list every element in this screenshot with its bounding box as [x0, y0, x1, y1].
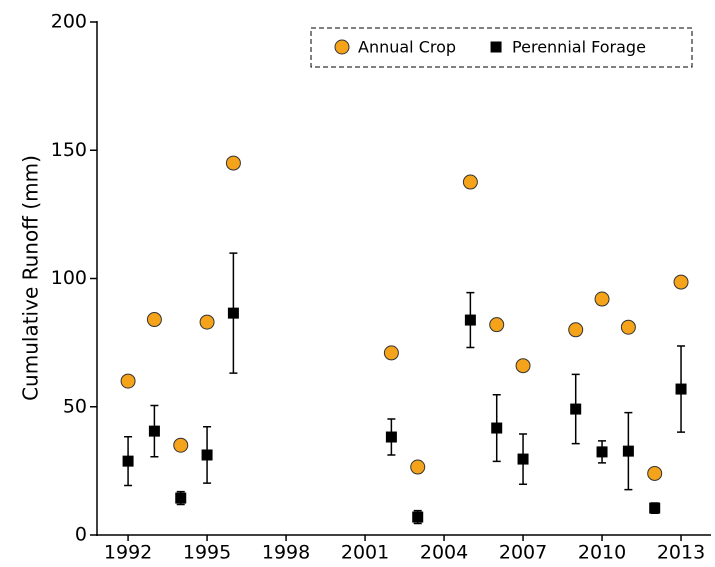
x-tick-label: 2004 — [420, 542, 468, 564]
x-tick-label: 1998 — [262, 542, 310, 564]
point — [596, 446, 608, 458]
point — [620, 319, 636, 335]
point — [225, 155, 241, 171]
x-tick-label: 2001 — [341, 542, 389, 564]
point — [647, 465, 663, 481]
legend-label: Perennial Forage — [512, 38, 646, 57]
x-tick-label: 1995 — [183, 542, 231, 564]
legend-marker — [490, 41, 502, 53]
point — [201, 449, 213, 461]
point — [410, 459, 426, 475]
point — [199, 314, 215, 330]
x-tick-label: 2007 — [499, 542, 547, 564]
point — [675, 383, 687, 395]
legend-label: Annual Crop — [358, 38, 456, 57]
point — [146, 312, 162, 328]
point — [385, 431, 397, 443]
point — [148, 425, 160, 437]
point — [462, 174, 478, 190]
point — [173, 437, 189, 453]
point — [570, 403, 582, 415]
x-tick-label: 2010 — [578, 542, 626, 564]
x-tick-label: 2013 — [657, 542, 705, 564]
point — [673, 274, 689, 290]
x-tick-label: 1992 — [104, 542, 152, 564]
point — [568, 322, 584, 338]
point — [383, 345, 399, 361]
point — [464, 314, 476, 326]
y-axis-label: Cumulative Runoff (mm) — [19, 155, 43, 401]
point — [175, 492, 187, 504]
point — [122, 455, 134, 467]
point — [489, 317, 505, 333]
y-tick-label: 50 — [63, 395, 87, 417]
point — [412, 511, 424, 523]
point — [622, 445, 634, 457]
point — [491, 422, 503, 434]
point — [227, 307, 239, 319]
point — [120, 373, 136, 389]
y-tick-label: 100 — [51, 267, 87, 289]
y-tick-label: 150 — [51, 139, 87, 161]
point — [594, 291, 610, 307]
legend-marker — [334, 39, 350, 55]
point — [515, 358, 531, 374]
y-tick-label: 0 — [75, 524, 87, 546]
point — [649, 502, 661, 514]
y-tick-label: 200 — [51, 11, 87, 33]
point — [517, 453, 529, 465]
